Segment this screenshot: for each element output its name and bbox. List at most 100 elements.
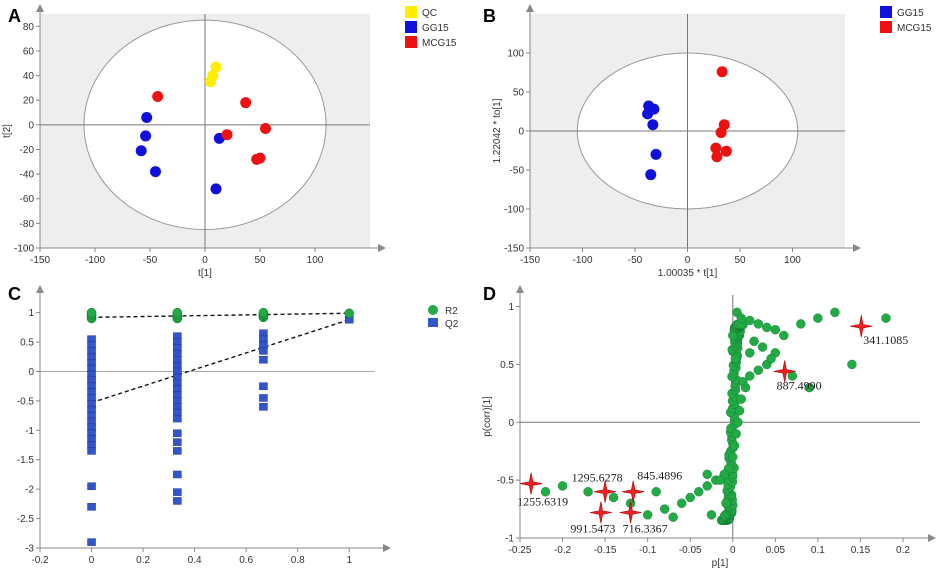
x-tick-label: -0.2 xyxy=(31,555,49,566)
variable-point xyxy=(731,354,740,363)
y-axis-arrow xyxy=(36,285,44,293)
legend-label: QC xyxy=(422,8,437,19)
variable-point xyxy=(609,493,618,502)
data-point-gg15 xyxy=(211,183,222,194)
q2-point xyxy=(88,503,96,510)
y-axis-arrow xyxy=(36,4,44,12)
y-tick-label: 0 xyxy=(28,367,34,378)
q2-point xyxy=(259,383,267,390)
y-tick-label: -0.5 xyxy=(497,476,515,487)
x-tick-label: 0.2 xyxy=(136,555,150,566)
y-tick-label: -150 xyxy=(504,244,524,255)
variable-point xyxy=(558,481,567,490)
highlight-label: 845.4896 xyxy=(637,469,682,483)
variable-point xyxy=(716,476,725,485)
y-tick-label: -20 xyxy=(20,145,35,156)
r2-point xyxy=(259,308,268,317)
variable-point xyxy=(721,499,730,508)
regression-line xyxy=(92,313,350,317)
panel-c: -0.2 0 0.2 0.4 0.6 0.8 1 -3 -2.5 -2 -1.5 -1 -0.5 0 0.5… xyxy=(8,284,459,566)
variable-point xyxy=(754,319,763,328)
highlight-label: 716.3367 xyxy=(623,522,668,536)
legend-label: MCG15 xyxy=(897,23,932,34)
panel-letter: B xyxy=(483,6,496,26)
variable-point xyxy=(669,513,678,522)
x-tick-label: -50 xyxy=(628,255,643,266)
data-point-gg15 xyxy=(647,119,658,130)
variable-point xyxy=(745,348,754,357)
data-point-mcg15 xyxy=(716,127,727,138)
x-tick-label: 0 xyxy=(685,255,691,266)
data-point-mcg15 xyxy=(255,153,266,164)
highlight-star xyxy=(620,502,642,524)
data-point-gg15 xyxy=(645,169,656,180)
y-tick-label: -3 xyxy=(25,544,34,555)
y-axis-title: t[2] xyxy=(2,124,13,138)
legend-label: GG15 xyxy=(897,8,924,19)
y-tick-label: -2.5 xyxy=(17,514,35,525)
y-tick-label: -50 xyxy=(510,166,525,177)
highlight-label: 991.5473 xyxy=(570,522,615,536)
data-point-qc xyxy=(211,61,222,72)
legend-swatch xyxy=(880,6,892,18)
legend-label: MCG15 xyxy=(422,38,457,49)
x-axis-arrow xyxy=(928,534,936,542)
y-axis-arrow xyxy=(526,4,534,12)
legend-swatch-r2 xyxy=(428,305,438,315)
legend-label: R2 xyxy=(445,306,458,317)
panel-letter: A xyxy=(8,6,21,26)
x-tick-label: 0.05 xyxy=(766,545,786,556)
highlight-label: 1295.6278 xyxy=(572,471,623,485)
y-tick-label: 50 xyxy=(513,88,525,99)
variable-point xyxy=(737,395,746,404)
q2-point xyxy=(173,439,181,446)
panel-b: -150 -100 -50 0 50 100 -150 -100 -50 0 50 100 1.0003… xyxy=(483,4,932,279)
y-tick-label: -40 xyxy=(20,170,35,181)
y-tick-label: -2 xyxy=(25,485,34,496)
x-tick-label: 0 xyxy=(89,555,95,566)
x-axis-title: t[1] xyxy=(198,268,212,279)
variable-point xyxy=(677,499,686,508)
x-tick-label: 0 xyxy=(202,255,208,266)
legend-label: GG15 xyxy=(422,23,449,34)
legend-swatch xyxy=(405,21,417,33)
x-tick-label: 0.2 xyxy=(896,545,910,556)
x-axis-title: p[1] xyxy=(712,558,729,569)
variable-point xyxy=(738,377,747,386)
data-point-mcg15 xyxy=(721,146,732,157)
regression-line xyxy=(92,320,350,403)
variable-point xyxy=(813,314,822,323)
y-tick-label: 100 xyxy=(507,49,524,60)
variable-point xyxy=(728,453,737,462)
r2-point xyxy=(173,308,182,317)
variable-point xyxy=(707,510,716,519)
highlight-star xyxy=(520,473,542,495)
y-tick-label: 0.5 xyxy=(500,360,514,371)
y-tick-label: -80 xyxy=(20,219,35,230)
data-point-gg15 xyxy=(136,145,147,156)
panel-letter: C xyxy=(8,284,21,304)
x-tick-label: -150 xyxy=(520,255,540,266)
data-point-gg15 xyxy=(140,130,151,141)
q2-point xyxy=(88,483,96,490)
variable-point xyxy=(830,308,839,317)
variable-point xyxy=(686,493,695,502)
q2-point xyxy=(88,539,96,546)
x-tick-label: -0.2 xyxy=(554,545,572,556)
x-axis-arrow xyxy=(383,544,391,552)
x-tick-label: -0.15 xyxy=(594,545,617,556)
y-axis-arrow xyxy=(516,285,524,293)
x-tick-label: 0.4 xyxy=(188,555,202,566)
data-point-mcg15 xyxy=(711,151,722,162)
variable-point xyxy=(750,337,759,346)
variable-point xyxy=(733,418,742,427)
x-tick-label: 0 xyxy=(730,545,736,556)
variable-point xyxy=(732,429,741,438)
variable-point xyxy=(584,487,593,496)
q2-point xyxy=(173,447,181,454)
y-tick-label: -0.5 xyxy=(17,396,35,407)
variable-point xyxy=(660,505,669,514)
legend-swatch-q2 xyxy=(428,318,438,327)
legend-swatch xyxy=(405,36,417,48)
variable-point xyxy=(703,481,712,490)
